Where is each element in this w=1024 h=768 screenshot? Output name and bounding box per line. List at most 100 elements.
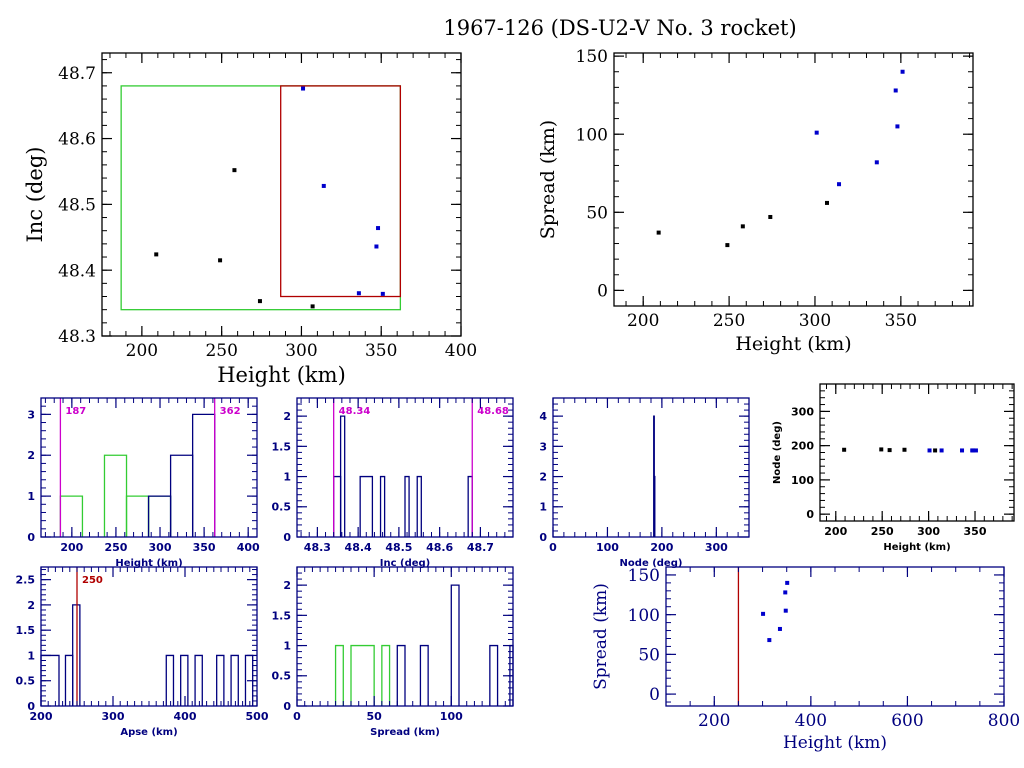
data-point-blue [960, 448, 965, 453]
y-tick-label: 0 [649, 685, 660, 705]
x-tick-label: 500 [246, 710, 269, 723]
data-point-black [232, 168, 237, 173]
x-tick-label: 300 [917, 525, 940, 538]
x-axis-label: Height (km) [735, 333, 851, 355]
y-tick-label: 300 [791, 405, 814, 418]
x-tick-label: 50 [366, 710, 382, 723]
histogram-bar [191, 413, 216, 537]
histogram-bar [180, 654, 189, 706]
plot-frame [665, 566, 1005, 707]
green-box [120, 85, 402, 311]
y-tick-label: 3 [27, 408, 35, 421]
y-tick-label: 2.5 [16, 574, 36, 587]
marker-label: 362 [220, 406, 241, 417]
y-tick-label: 0 [27, 531, 35, 544]
histogram-bar [339, 415, 346, 537]
y-tick-label: 50 [586, 203, 608, 223]
y-tick-label: 1.5 [272, 440, 292, 453]
y-tick-label: 48.6 [58, 130, 96, 150]
histogram-bar [381, 644, 391, 706]
data-point-blue [927, 448, 932, 453]
y-tick-label: 48.3 [58, 327, 96, 347]
y-tick-label: 0.5 [272, 501, 292, 514]
x-tick-label: 250 [104, 541, 127, 554]
x-tick-label: 100 [440, 710, 463, 723]
y-tick-label: 1 [27, 649, 35, 662]
x-tick-label: 350 [365, 341, 397, 361]
y-tick-label: 0 [283, 700, 291, 713]
x-tick-label: 0 [549, 541, 557, 554]
x-tick-label: 200 [627, 311, 659, 331]
data-point-blue [893, 88, 898, 93]
spread-vs-height-wide-chart: 200 400 600 800 0 50 100 150 Height (km) Spread (… [591, 566, 1020, 753]
y-axis-label: Inc (deg) [23, 147, 47, 243]
x-tick-label: 200 [824, 525, 847, 538]
y-tick-label: 1.5 [272, 609, 292, 622]
x-axis-label: Height (km) [115, 558, 182, 569]
red-box [280, 85, 402, 298]
y-tick-label: 150 [576, 47, 608, 67]
x-tick-label: 200 [650, 541, 673, 554]
histogram-bar [103, 454, 128, 537]
apse-histogram-chart: 250 200 300 400 500 0 0.5 1 1.5 2 2.5 Apse (km) [16, 566, 269, 738]
y-tick-label: 50 [638, 645, 660, 665]
histogram-bar [64, 654, 74, 706]
data-point-black [879, 447, 884, 452]
histogram-bar [419, 644, 429, 706]
data-point-black [902, 447, 907, 452]
x-tick-label: 300 [705, 541, 728, 554]
y-tick-label: 1 [27, 490, 35, 503]
y-tick-label: 0.5 [272, 670, 292, 683]
x-tick-label: 300 [149, 541, 172, 554]
y-tick-label: 100 [791, 474, 814, 487]
inc-vs-height-chart: 200 250 300 350 400 48.3 48.4 48.5 48.6 48.7 Heigh… [23, 52, 477, 387]
data-point-black [887, 448, 892, 453]
histogram-bar [416, 475, 422, 537]
x-tick-label: 0 [293, 710, 301, 723]
x-tick-label: 400 [237, 541, 260, 554]
y-tick-label: 2 [539, 471, 547, 484]
page-title: 1967-126 (DS-U2-V No. 3 rocket) [443, 16, 797, 40]
data-point-blue [376, 226, 381, 231]
y-tick-label: 2 [283, 579, 291, 592]
data-point-blue [777, 626, 782, 631]
y-tick-label: 48.4 [58, 261, 96, 281]
x-tick-label: 48.7 [467, 541, 494, 554]
x-tick-label: 400 [795, 711, 827, 731]
plot-frame [613, 52, 974, 307]
data-point-blue [939, 448, 944, 453]
data-point-blue [895, 124, 900, 129]
x-tick-label: 400 [445, 341, 477, 361]
height-histogram-chart: 187 362 200 250 300 350 400 0 1 2 3 Height (km) [27, 397, 260, 569]
x-tick-label: 200 [60, 541, 83, 554]
y-tick-label: 0 [806, 508, 814, 521]
data-point-black [933, 448, 938, 453]
x-tick-label: 250 [871, 525, 894, 538]
data-point-blue [814, 130, 819, 135]
y-tick-label: 2 [27, 599, 35, 612]
x-tick-label: 600 [891, 711, 923, 731]
plot-frame [40, 397, 258, 538]
spread-histogram-chart: 0 50 100 0 0.5 1 1.5 2 Spread (km) [272, 566, 514, 738]
y-axis-label: Spread (km) [537, 120, 559, 239]
y-tick-label: 48.5 [58, 195, 96, 215]
histogram-bar [216, 654, 225, 706]
y-tick-label: 1 [283, 471, 291, 484]
data-point-blue [874, 160, 879, 165]
x-tick-label: 250 [713, 311, 745, 331]
y-tick-label: 3 [539, 440, 547, 453]
data-point-black [310, 304, 315, 309]
histogram-bar [396, 644, 406, 706]
histogram-bar [489, 644, 499, 706]
x-axis-label: Height (km) [217, 363, 346, 387]
plot-frame [819, 383, 1015, 522]
histogram-bar [333, 475, 342, 537]
x-tick-label: 200 [30, 710, 53, 723]
marker-label: 187 [65, 406, 86, 417]
x-tick-label: 300 [285, 341, 317, 361]
marker-label: 48.68 [477, 406, 509, 417]
data-point-blue [973, 448, 978, 453]
y-tick-label: 150 [628, 566, 660, 586]
data-point-black [154, 252, 159, 257]
